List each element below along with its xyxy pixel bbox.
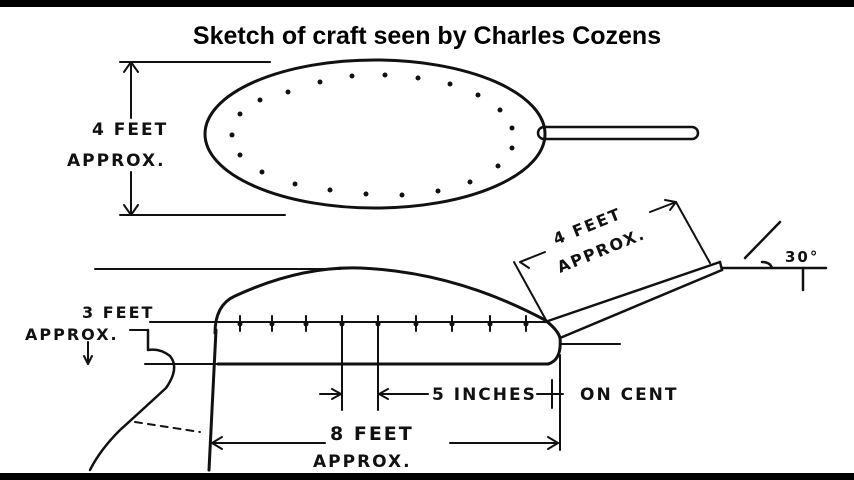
top-height-label-2: APPROX. (67, 151, 166, 171)
length-label-2: APPROX. (313, 452, 412, 472)
craft-left-edge (207, 328, 218, 472)
craft-side-dome (213, 266, 562, 366)
top-height-dimension (119, 61, 286, 216)
observer-outline (88, 328, 176, 472)
spacing-label: 5 INCHES (432, 385, 537, 405)
craft-top-tail (536, 125, 700, 141)
craft-side-tail (543, 260, 724, 340)
craft-top-dots (229, 72, 515, 198)
top-height-label-1: 4 FEET (92, 120, 168, 140)
length-dimension (211, 436, 559, 450)
sketch-frame (0, 7, 854, 473)
side-height-label-2: APPROX. (25, 325, 119, 344)
craft-base-ticks (239, 315, 527, 332)
dashed-sight-line (134, 421, 201, 433)
craft-top-outline (203, 58, 547, 210)
page-title: Sketch of craft seen by Charles Cozens (192, 22, 662, 50)
spacing-dimension (319, 325, 564, 411)
angle-label: 30° (785, 248, 819, 266)
angle-indicator (720, 220, 828, 292)
on-center-label: ON CENT (580, 385, 679, 405)
length-label-1: 8 FEET (330, 423, 414, 445)
side-height-dimension (83, 321, 216, 365)
side-height-label-1: 3 FEET (82, 303, 154, 322)
sketch-labels: 4 FEET APPROX. 3 FEET APPROX. 4 FEET APP… (25, 120, 819, 472)
top-view (119, 58, 700, 216)
side-view (83, 199, 828, 472)
tail-length-dimension (513, 199, 711, 321)
